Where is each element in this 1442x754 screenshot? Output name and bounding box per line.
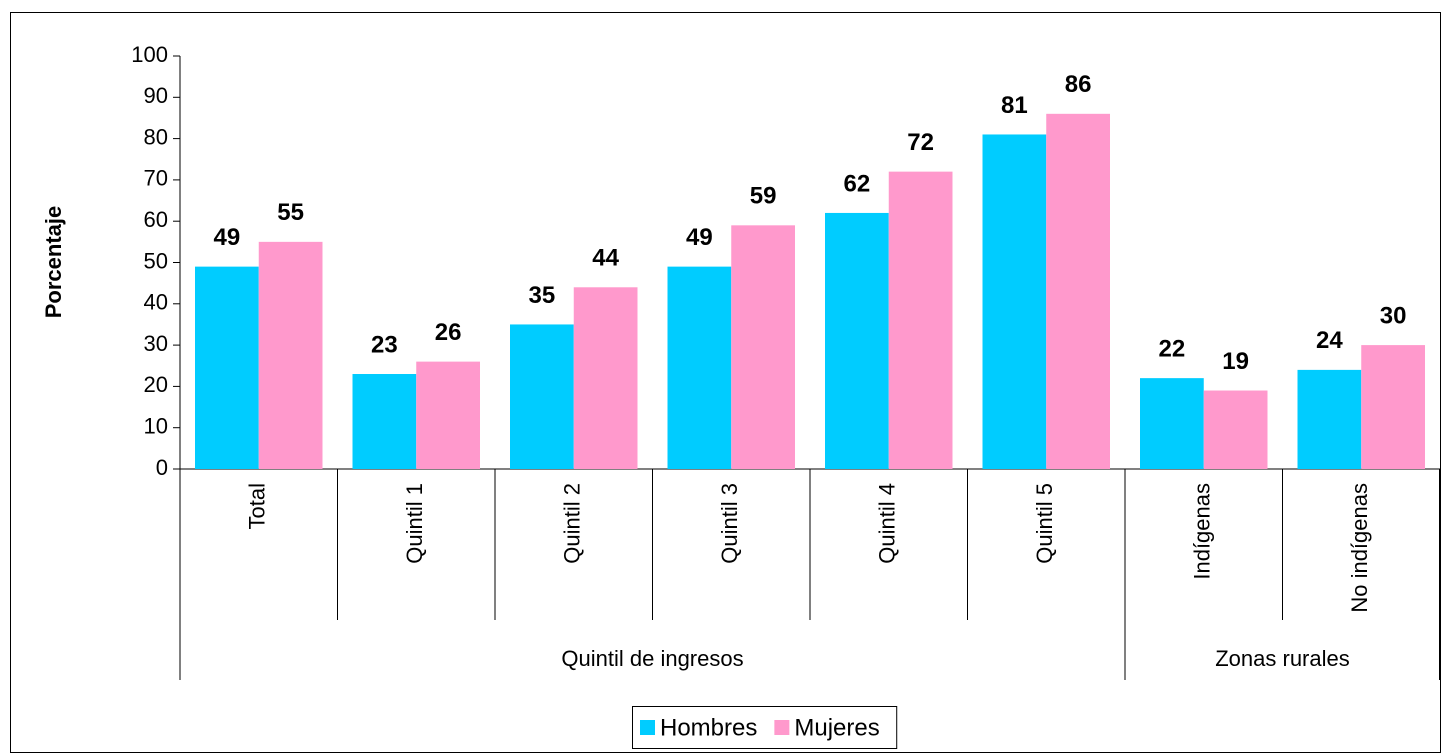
bar [1297, 369, 1362, 469]
value-label: 49 [214, 224, 241, 251]
legend-label: Hombres [660, 714, 757, 741]
value-label: 59 [750, 183, 777, 210]
y-tick-label: 60 [144, 207, 168, 232]
y-tick-label: 40 [144, 290, 168, 315]
x-tick-label: No indígenas [1347, 483, 1372, 613]
bar [1046, 113, 1110, 469]
bar [510, 324, 574, 469]
y-tick-label: 50 [144, 248, 168, 273]
y-tick-label: 100 [131, 42, 168, 67]
bar [888, 171, 953, 469]
y-axis-title: Porcentaje [41, 206, 66, 319]
x-tick-label: Quintil 5 [1032, 483, 1057, 564]
x-tick-label: Quintil 2 [560, 483, 585, 564]
value-label: 22 [1159, 335, 1186, 362]
bar [416, 361, 480, 469]
x-tick-label: Quintil 1 [402, 483, 427, 564]
value-label: 49 [686, 224, 713, 251]
legend-swatch [774, 720, 790, 735]
y-tick-label: 10 [144, 414, 168, 439]
y-tick-label: 0 [156, 455, 168, 480]
bar [1140, 378, 1204, 469]
group-label: Zonas rurales [1215, 646, 1350, 671]
y-tick-label: 20 [144, 372, 168, 397]
legend-box [632, 706, 898, 749]
value-label: 23 [371, 331, 398, 358]
bar [352, 374, 417, 469]
value-label: 72 [907, 129, 934, 156]
value-label: 35 [529, 282, 556, 309]
bar [731, 225, 795, 469]
x-tick-label: Quintil 4 [875, 483, 900, 564]
bar [667, 266, 732, 469]
bar [195, 266, 259, 469]
bar [258, 241, 323, 469]
x-tick-label: Indígenas [1190, 483, 1215, 580]
legend-swatch [640, 720, 655, 735]
y-tick-label: 80 [144, 124, 168, 149]
value-label: 24 [1316, 327, 1343, 354]
bar [573, 287, 638, 469]
x-tick-label: Total [245, 483, 270, 529]
value-label: 81 [1001, 92, 1028, 119]
legend-label: Mujeres [794, 714, 879, 741]
y-tick-label: 30 [144, 331, 168, 356]
value-label: 86 [1065, 71, 1092, 98]
value-label: 44 [592, 245, 619, 272]
chart-frame [10, 12, 1441, 753]
value-label: 30 [1380, 302, 1407, 329]
bar [982, 134, 1047, 469]
value-label: 55 [277, 199, 304, 226]
bar [1361, 345, 1425, 469]
y-tick-label: 90 [144, 83, 168, 108]
value-label: 62 [844, 170, 871, 197]
value-label: 19 [1222, 348, 1249, 375]
y-tick-label: 70 [144, 166, 168, 191]
bar [825, 212, 889, 469]
x-tick-label: Quintil 3 [717, 483, 742, 564]
value-label: 26 [435, 319, 462, 346]
group-label: Quintil de ingresos [561, 646, 743, 671]
bar [1203, 390, 1268, 469]
